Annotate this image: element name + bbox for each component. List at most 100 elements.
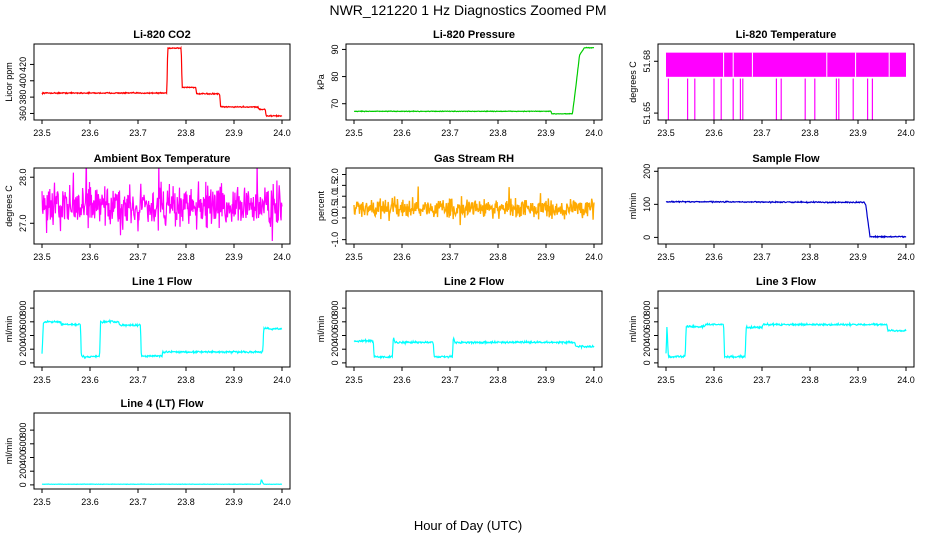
y-axis-label: ml/min: [4, 438, 14, 465]
y-tick-label: 800: [18, 301, 28, 316]
x-tick-label: 23.6: [81, 128, 99, 138]
data-series: [666, 52, 906, 120]
data-series: [41, 318, 283, 360]
x-tick-label: 24.0: [897, 375, 915, 385]
chart-panel-5: Gas Stream RH 23.5 23.6 23.7 23.8 23.9 24.0 -1.…: [316, 153, 603, 262]
chart-panel-7: Line 1 Flow 23.5 23.6 23.7 23.8 23.9 24.0 0 2004…: [4, 276, 291, 385]
y-tick-label: 51.68: [642, 50, 652, 73]
y-axis-label: ml/min: [628, 193, 638, 220]
y-axis-label: ml/min: [316, 316, 326, 343]
y-tick-label: 800: [18, 423, 28, 438]
y-tick-label: 200: [18, 464, 28, 479]
y-tick-label: 800: [330, 301, 340, 316]
x-tick-label: 23.6: [81, 497, 99, 507]
data-series: [41, 479, 283, 486]
y-tick-label: 0: [330, 360, 340, 365]
x-tick-label: 23.9: [225, 375, 243, 385]
series-line: [41, 318, 283, 360]
y-axis-label: ml/min: [628, 316, 638, 343]
y-tick-label: 0.5: [330, 201, 340, 214]
x-tick-label: 23.8: [177, 375, 195, 385]
data-series: [665, 321, 907, 360]
y-tick-label: 380: [18, 90, 28, 105]
x-tick-label: 24.0: [273, 497, 291, 507]
y-tick-label: 51.65: [642, 102, 652, 125]
x-tick-label: 23.9: [225, 128, 243, 138]
plot-frame: [345, 290, 603, 368]
x-tick-label: 24.0: [897, 128, 915, 138]
x-tick-label: 23.8: [489, 128, 507, 138]
x-tick-label: 23.5: [33, 375, 51, 385]
x-tick-label: 23.8: [801, 375, 819, 385]
series-line: [353, 186, 595, 226]
series-line: [353, 336, 595, 360]
series-line: [41, 168, 283, 242]
data-series: [354, 46, 595, 115]
x-tick-label: 23.5: [33, 252, 51, 262]
chart-panel-4: Ambient Box Temperature 23.5 23.6 23.7 23.8 2…: [4, 153, 291, 262]
panel-title: Line 4 (LT) Flow: [121, 398, 204, 410]
plot-frame: [33, 412, 291, 490]
x-tick-label: 23.8: [489, 375, 507, 385]
y-tick-label: 27.0: [18, 215, 28, 233]
x-tick-label: 23.6: [81, 375, 99, 385]
y-tick-label: 400: [642, 328, 652, 343]
panel-title: Line 1 Flow: [132, 276, 192, 288]
y-axis-label: degrees C: [628, 61, 638, 103]
x-tick-label: 23.7: [129, 375, 147, 385]
y-axis-label: kPa: [316, 74, 326, 90]
x-tick-label: 23.7: [129, 497, 147, 507]
chart-panel-9: Line 3 Flow 23.5 23.6 23.7 23.8 23.9 24.0 0 2004…: [628, 276, 915, 385]
y-tick-label: 0: [642, 360, 652, 365]
chart-panel-3: Li-820 Temperature 23.5 23.6 23.7 23.8 23.9 24…: [628, 29, 915, 138]
y-tick-label: 1.0: [330, 190, 340, 203]
plot-frame: [33, 167, 291, 245]
plot-frame: [345, 43, 603, 121]
data-series: [41, 45, 283, 118]
series-line: [354, 46, 595, 115]
x-tick-label: 24.0: [585, 252, 603, 262]
x-tick-label: 24.0: [273, 375, 291, 385]
panel-title: Line 3 Flow: [756, 276, 816, 288]
x-tick-label: 24.0: [273, 128, 291, 138]
x-tick-label: 23.8: [801, 128, 819, 138]
plot-frame: [657, 43, 915, 121]
series-line: [665, 200, 907, 239]
x-tick-label: 23.6: [705, 375, 723, 385]
y-tick-label: 420: [18, 57, 28, 72]
plot-frame: [657, 290, 915, 368]
x-tick-label: 23.7: [753, 252, 771, 262]
y-tick-label: 600: [18, 436, 28, 451]
x-tick-label: 24.0: [273, 252, 291, 262]
y-tick-label: 800: [642, 301, 652, 316]
x-tick-label: 23.6: [393, 252, 411, 262]
x-tick-label: 23.5: [345, 128, 363, 138]
data-series: [665, 200, 907, 239]
x-tick-label: 23.5: [657, 252, 675, 262]
x-tick-label: 23.9: [537, 375, 555, 385]
chart-panel-8: Line 2 Flow 23.5 23.6 23.7 23.8 23.9 24.0 0 2004…: [316, 276, 603, 385]
plot-frame: [345, 167, 603, 245]
x-tick-label: 23.9: [537, 252, 555, 262]
y-axis-label: degrees C: [4, 185, 14, 227]
x-tick-label: 23.5: [657, 128, 675, 138]
x-tick-label: 23.9: [849, 375, 867, 385]
x-tick-label: 23.5: [345, 375, 363, 385]
panel-title: Li-820 CO2: [133, 29, 190, 41]
y-tick-label: 600: [642, 314, 652, 329]
chart-panel-2: Li-820 Pressure 23.5 23.6 23.7 23.8 23.9 24.0 7…: [316, 29, 603, 138]
panel-title: Sample Flow: [752, 153, 820, 165]
x-tick-label: 23.9: [849, 252, 867, 262]
x-tick-label: 23.7: [441, 375, 459, 385]
data-series: [353, 186, 595, 226]
x-tick-label: 24.0: [585, 128, 603, 138]
figure-x-axis-label: Hour of Day (UTC): [413, 518, 523, 533]
x-tick-label: 23.6: [393, 375, 411, 385]
y-tick-label: 400: [330, 328, 340, 343]
x-tick-label: 23.5: [345, 252, 363, 262]
y-tick-label: 70: [330, 99, 340, 109]
y-tick-label: 0: [18, 360, 28, 365]
panel-title: Line 2 Flow: [444, 276, 504, 288]
x-tick-label: 23.8: [489, 252, 507, 262]
